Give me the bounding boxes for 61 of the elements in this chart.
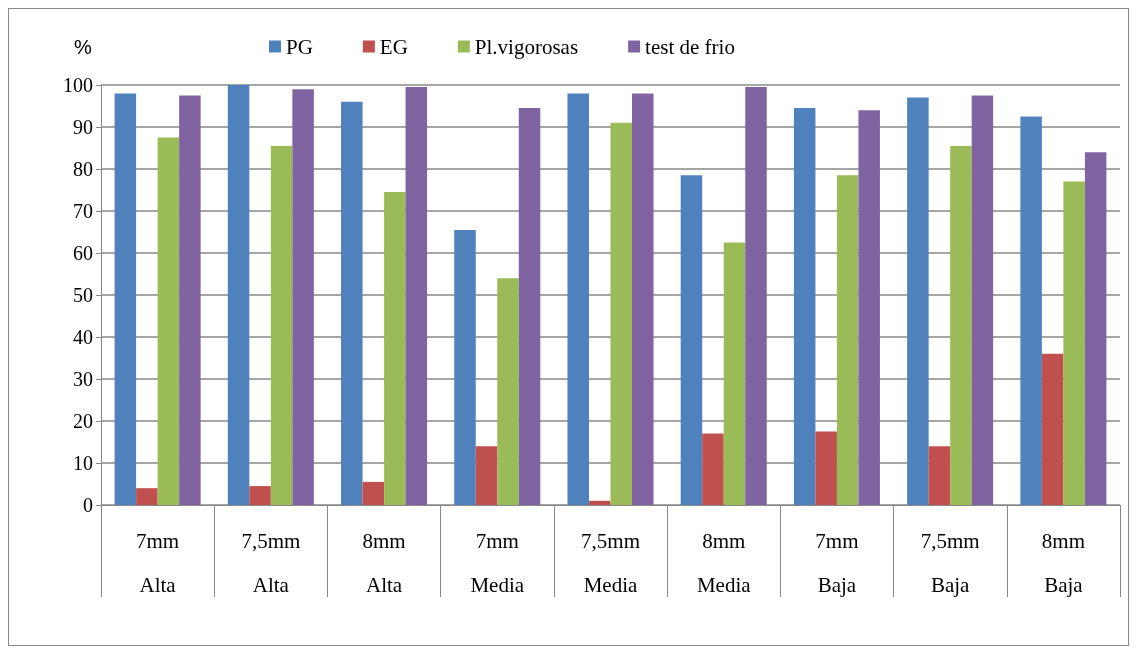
bar xyxy=(405,87,428,505)
bar xyxy=(454,229,476,505)
bar xyxy=(567,93,589,505)
bar xyxy=(292,89,314,505)
y-tick-label: 40 xyxy=(73,326,93,348)
y-tick-label: 50 xyxy=(73,284,93,306)
legend-label: PG xyxy=(286,34,313,59)
x-tick-label: 8mm Alta xyxy=(362,529,406,597)
x-tick-label: 7,5mm Alta xyxy=(241,529,301,597)
y-tick-label: 100 xyxy=(63,74,93,96)
bar xyxy=(341,101,363,505)
bar xyxy=(1063,181,1085,505)
bar xyxy=(702,433,724,505)
bar xyxy=(497,278,519,505)
bar xyxy=(907,97,929,505)
bar xyxy=(136,488,158,505)
bar xyxy=(971,95,994,505)
bar xyxy=(270,145,293,505)
x-tick-label: 7,5mm Baja xyxy=(920,529,980,597)
y-tick-label: 60 xyxy=(73,242,93,264)
x-tick-label: 8mm Media xyxy=(696,529,752,597)
x-tick-label: 7mm Baja xyxy=(815,529,859,597)
bar xyxy=(836,175,859,505)
bar xyxy=(680,175,703,505)
bar xyxy=(179,95,201,505)
bar xyxy=(950,145,972,505)
bar xyxy=(1041,353,1064,505)
bar xyxy=(1084,152,1107,505)
y-tick-label: 70 xyxy=(73,200,93,222)
y-tick-label: 90 xyxy=(73,116,93,138)
bar xyxy=(157,137,180,505)
bar xyxy=(793,108,816,505)
y-tick-label: 30 xyxy=(73,368,93,390)
bar xyxy=(227,85,250,505)
legend-label: EG xyxy=(379,34,408,59)
bar xyxy=(114,93,137,505)
y-tick-label: 80 xyxy=(73,158,93,180)
bar xyxy=(475,446,498,505)
legend-label: Pl.vigorosas xyxy=(474,34,579,59)
legend-label: test de frio xyxy=(645,34,735,59)
bar xyxy=(928,446,951,505)
bar xyxy=(723,242,746,505)
bar xyxy=(588,500,611,505)
bar xyxy=(518,108,541,505)
bar xyxy=(610,122,633,505)
bar xyxy=(384,192,406,505)
y-tick-label: 10 xyxy=(73,452,93,474)
x-tick-label: 7mm Media xyxy=(470,529,525,597)
bar xyxy=(362,481,385,505)
x-tick-label: 7mm Alta xyxy=(136,529,180,597)
bar xyxy=(815,431,837,505)
bar xyxy=(632,93,654,505)
bar xyxy=(745,87,767,505)
bar xyxy=(858,110,880,505)
bar xyxy=(249,486,271,505)
y-axis-title: % xyxy=(74,36,92,58)
y-tick-label: 0 xyxy=(83,494,93,516)
y-tick-label: 20 xyxy=(73,410,93,432)
bar xyxy=(1020,116,1042,505)
x-tick-label: 7,5mm Media xyxy=(581,529,640,597)
x-tick-label: 8mm Baja xyxy=(1041,529,1085,597)
